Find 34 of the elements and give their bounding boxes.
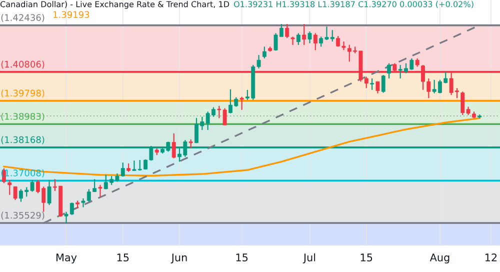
candlestick [13,186,18,201]
chart-title: Canadian Dollar) - Live Exchange Rate & Trend Chart, 1D [0,0,230,9]
ref-line-label: (1.38983) [1,112,44,121]
candlestick [290,36,295,46]
x-tick-label: 15 [360,254,372,262]
candlestick [8,179,12,196]
candlestick [47,179,52,206]
candlestick [370,78,374,90]
candlestick [172,132,176,159]
x-tick-label: Jun [170,254,187,264]
candlestick [381,74,386,94]
x-tick-label: 15 [236,254,248,262]
candlestick [240,96,244,110]
ref-line-label: (1.38168) [1,136,44,144]
ref-line-label: (1.39798) [1,90,44,98]
ref-line-label: (1.40806) [1,60,44,69]
candlestick [262,46,266,59]
chart-subtitle: O1.39231 H1.39318 L1.39187 C1.39270 0.00033 (+0.02%) [234,0,474,8]
x-tick-label: Aug [430,254,450,264]
annotation: 1.39193 [53,11,90,18]
candlestick [313,32,318,51]
ref-line-label: (1.42436) [1,14,44,22]
candlestick [308,30,312,44]
candlestick [98,184,102,198]
candlestick [302,23,306,46]
x-tick-label: Jul [302,253,316,264]
x-tick-label: 12 [485,254,497,262]
candlestick [296,32,300,46]
candlestick [387,62,391,79]
x-tick-label: 15 [117,254,129,262]
candlestick [376,81,380,94]
candlestick [285,23,290,39]
x-tick-label: May [56,254,77,264]
ref-line-label: (1.35529) [1,212,44,220]
